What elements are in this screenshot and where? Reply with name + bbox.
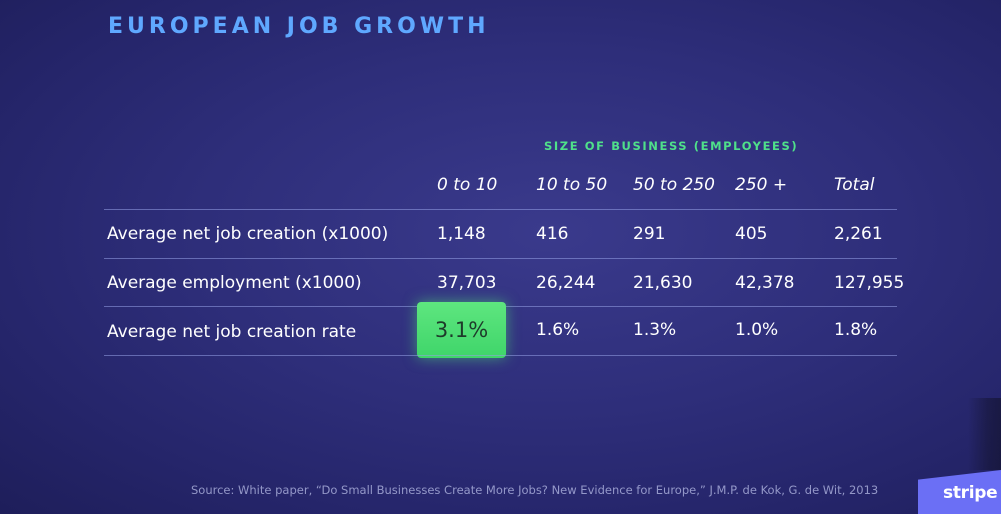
row-label-job-creation-rate: Average net job creation rate xyxy=(107,322,357,342)
slide-title: EUROPEAN JOB GROWTH xyxy=(108,14,490,39)
table-cell: 1.6% xyxy=(536,320,580,340)
row-label-employment: Average employment (x1000) xyxy=(107,273,362,293)
table-cell: 1.8% xyxy=(834,320,878,340)
table-cell: 1.0% xyxy=(735,320,779,340)
source-citation: Source: White paper, “Do Small Businesse… xyxy=(191,483,879,497)
table-divider xyxy=(104,258,897,259)
column-header-10-to-50: 10 to 50 xyxy=(536,175,608,195)
table-divider xyxy=(104,355,897,356)
screen-edge-shadow xyxy=(968,398,1001,470)
table-cell: 127,955 xyxy=(834,273,905,293)
table-cell: 405 xyxy=(735,224,768,244)
column-header-250-plus: 250 + xyxy=(735,175,788,195)
table-cell: 21,630 xyxy=(633,273,693,293)
table-cell: 1.3% xyxy=(633,320,677,340)
table-cell: 42,378 xyxy=(735,273,795,293)
highlight-box xyxy=(417,302,506,358)
stripe-logo-text: stripe xyxy=(943,483,998,503)
column-header-0-to-10: 0 to 10 xyxy=(437,175,498,195)
row-label-net-job-creation: Average net job creation (x1000) xyxy=(107,224,389,244)
table-cell: 26,244 xyxy=(536,273,596,293)
table-cell: 1,148 xyxy=(437,224,486,244)
table-cell: 291 xyxy=(633,224,666,244)
column-header-total: Total xyxy=(834,175,875,195)
table-group-header: SIZE OF BUSINESS (EMPLOYEES) xyxy=(544,139,799,153)
table-cell: 37,703 xyxy=(437,273,497,293)
column-header-50-to-250: 50 to 250 xyxy=(633,175,715,195)
table-cell: 2,261 xyxy=(834,224,883,244)
table-cell: 416 xyxy=(536,224,569,244)
highlighted-value: 3.1% xyxy=(434,318,489,342)
table-divider xyxy=(104,209,897,210)
